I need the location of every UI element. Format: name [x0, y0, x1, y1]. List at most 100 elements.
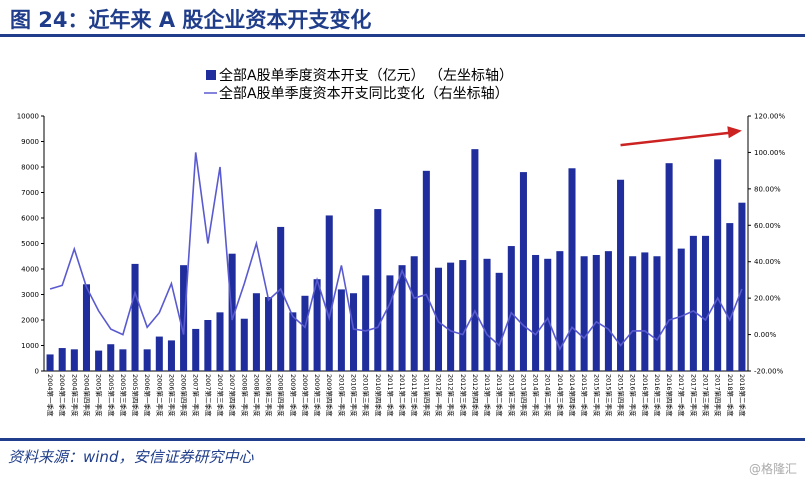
x-tick-label: 2012第二季度 [447, 374, 456, 417]
left-tick-label: 9000 [21, 138, 39, 146]
bar [313, 279, 321, 371]
x-tick-label: 2009第一季度 [289, 374, 298, 417]
right-tick-label: 0.00% [754, 331, 777, 339]
bar [532, 254, 540, 371]
bar [677, 248, 685, 371]
x-tick-label: 2007第二季度 [204, 374, 213, 417]
x-tick-label: 2012第四季度 [471, 374, 480, 417]
x-tick-label: 2016第一季度 [629, 374, 638, 417]
arrow-shaft [620, 131, 731, 147]
bar [143, 349, 151, 371]
bar [131, 263, 139, 371]
x-tick-label: 2007第三季度 [216, 374, 225, 417]
bar [689, 235, 697, 371]
bar [459, 260, 467, 371]
x-tick-label: 2013第一季度 [483, 374, 492, 417]
bar [665, 163, 673, 371]
x-tick-label: 2018第二季度 [738, 374, 747, 417]
left-tick-label: 6000 [21, 215, 39, 223]
right-tick-label: -20.00% [754, 368, 784, 376]
x-tick-label: 2005第一季度 [95, 374, 104, 417]
legend-label-line: 全部A股单季度资本开支同比变化（右坐标轴） [219, 85, 509, 102]
x-tick-label: 2017第一季度 [677, 374, 686, 417]
left-tick-label: 4000 [21, 266, 39, 274]
x-tick-label: 2016第二季度 [641, 374, 650, 417]
bar [349, 293, 358, 371]
bar [180, 265, 188, 371]
x-tick-label: 2013第二季度 [495, 374, 504, 417]
bar-series [46, 149, 746, 371]
bar [507, 246, 515, 371]
bar [204, 320, 212, 371]
right-tick-label: 40.00% [754, 258, 781, 266]
bar [192, 328, 200, 371]
x-tick-label: 2005第四季度 [131, 374, 140, 417]
x-tick-label: 2008第四季度 [277, 374, 286, 417]
bar [119, 349, 127, 371]
x-tick-label: 2014第四季度 [568, 374, 577, 417]
bar [434, 267, 443, 371]
x-tick-label: 2005第二季度 [107, 374, 116, 417]
bar [58, 348, 66, 371]
left-tick-label: 0 [35, 368, 39, 376]
trend-arrow [620, 126, 742, 147]
x-tick-label: 2009第四季度 [325, 374, 334, 417]
bar [738, 202, 746, 371]
x-tick-label: 2009第三季度 [313, 374, 322, 417]
x-tick-label: 2014第二季度 [544, 374, 553, 417]
right-tick-label: 100.00% [754, 149, 785, 157]
bar [240, 318, 248, 371]
right-tick-label: 20.00% [754, 295, 781, 303]
x-tick-label: 2013第四季度 [519, 374, 528, 417]
x-tick-label: 2012第一季度 [434, 374, 443, 417]
bar [216, 312, 224, 371]
title-rule [0, 34, 805, 37]
bar [289, 312, 297, 371]
x-tick-label: 2004第三季度 [70, 374, 79, 417]
bar [46, 354, 54, 371]
bar [471, 149, 479, 371]
bar [726, 223, 734, 371]
right-tick-label: 80.00% [754, 185, 781, 193]
source-note: 资料来源：wind，安信证券研究中心 [8, 448, 254, 466]
x-tick-label: 2006第三季度 [167, 374, 176, 417]
bar [701, 235, 710, 371]
bar [495, 272, 503, 371]
left-tick-label: 1000 [21, 342, 39, 350]
x-tick-label: 2015第四季度 [617, 374, 626, 417]
x-tick-label: 2018第一季度 [726, 374, 735, 417]
x-tick-label: 2017第二季度 [689, 374, 698, 417]
bar [617, 179, 625, 371]
x-tick-label: 2013第三季度 [507, 374, 516, 417]
source-rule [0, 438, 805, 441]
bar [70, 349, 78, 371]
bar [107, 344, 115, 371]
bar [604, 251, 612, 371]
x-axis-labels: 2004第一季度 2004第二季度 2004第三季度 2004第四季度 2005第一季度… [46, 374, 747, 417]
left-tick-label: 5000 [21, 240, 39, 248]
x-tick-label: 2016第三季度 [653, 374, 662, 417]
x-tick-label: 2014第一季度 [532, 374, 541, 417]
x-tick-label: 2008第二季度 [252, 374, 261, 417]
x-tick-label: 2008第三季度 [265, 374, 274, 417]
x-tick-label: 2015第一季度 [580, 374, 589, 417]
x-tick-label: 2004第四季度 [82, 374, 91, 417]
x-tick-label: 2007第一季度 [192, 374, 201, 417]
bar [483, 258, 491, 371]
x-tick-label: 2010第三季度 [362, 374, 371, 417]
bar [447, 262, 455, 371]
bar [398, 265, 406, 371]
bar [386, 275, 394, 371]
bar [155, 336, 163, 371]
left-tick-label: 2000 [21, 317, 39, 325]
chart: 全部A股单季度资本开支（亿元） （左坐标轴） 全部A股单季度资本开支同比变化（右… [17, 67, 786, 417]
bar [277, 226, 285, 371]
yoy-line [49, 152, 743, 351]
bar [82, 284, 91, 371]
legend-bar-swatch [206, 70, 216, 80]
bar [325, 215, 333, 371]
watermark: @格隆汇 [748, 462, 797, 476]
bar [592, 254, 600, 371]
x-tick-label: 2015第二季度 [592, 374, 601, 417]
bar [653, 256, 661, 371]
